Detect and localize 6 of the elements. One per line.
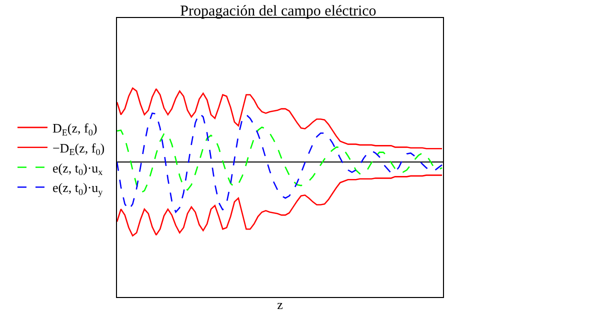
legend-label: e(z, t$_{0}$)·u$_{x}$	[52, 160, 104, 178]
legend-label: D$_{E}$(z, f$_{0}$)	[52, 120, 98, 138]
x-axis-title: z	[277, 297, 284, 312]
legend-label: e(z, t$_{0}$)·u$_{y}$	[52, 180, 104, 197]
chart-title: Propagación del campo eléctrico	[180, 3, 376, 20]
legend-label: −D$_{E}$(z, f$_{0}$)	[52, 140, 105, 158]
